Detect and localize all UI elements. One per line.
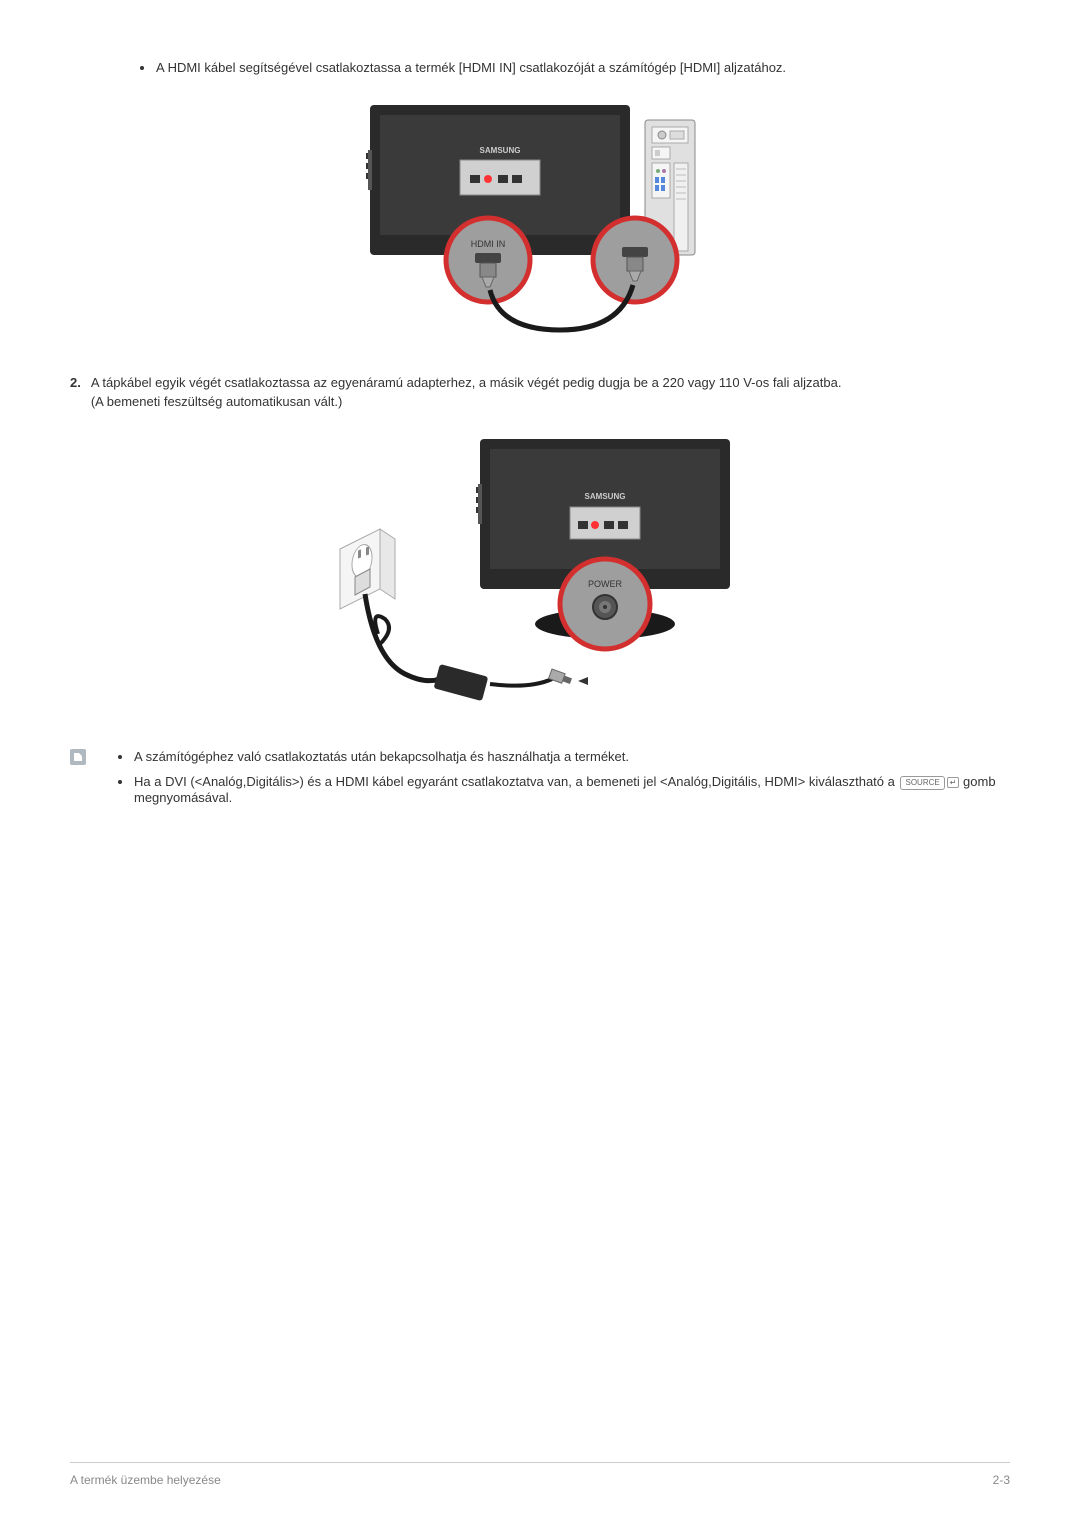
footer-right: 2-3	[993, 1473, 1010, 1487]
note-bullet2-text: Ha a DVI (<Analóg,Digitális>) és a HDMI …	[134, 774, 1010, 805]
bullet-icon	[118, 780, 122, 784]
power-label: POWER	[588, 579, 623, 589]
step2-body: A tápkábel egyik végét csatlakoztassa az…	[91, 375, 842, 409]
diagram2-wrap: SAMSUNG POWER	[70, 429, 1010, 719]
note-bullet1-text: A számítógéphez való csatlakoztatás után…	[134, 749, 629, 764]
diagram1-wrap: SAMSUNG	[70, 95, 1010, 345]
note-content: A számítógéphez való csatlakoztatás után…	[98, 749, 1010, 815]
step2-row: 2. A tápkábel egyik végét csatlakoztassa…	[70, 375, 1010, 409]
step2-note: (A bemeneti feszültség automatikusan vál…	[91, 394, 842, 409]
step2-number: 2.	[70, 375, 81, 390]
document-page: A HDMI kábel segítségével csatlakoztassa…	[0, 0, 1080, 1527]
hdmi-in-label: HDMI IN	[471, 239, 506, 249]
footer-left: A termék üzembe helyezése	[70, 1473, 221, 1487]
bullet-icon	[118, 755, 122, 759]
note-bullet1-row: A számítógéphez való csatlakoztatás után…	[118, 749, 1010, 764]
hdmi-connection-diagram: SAMSUNG	[340, 95, 740, 345]
page-footer: A termék üzembe helyezése 2-3	[70, 1462, 1010, 1487]
note-block: A számítógéphez való csatlakoztatás után…	[70, 749, 1010, 815]
step1-bullet-row: A HDMI kábel segítségével csatlakoztassa…	[140, 60, 1010, 75]
power-connection-diagram: SAMSUNG POWER	[330, 429, 750, 719]
step1-text: A HDMI kábel segítségével csatlakoztassa…	[156, 60, 786, 75]
brand-text: SAMSUNG	[480, 146, 521, 155]
bullet-icon	[140, 66, 144, 70]
step2-text: A tápkábel egyik végét csatlakoztassa az…	[91, 375, 842, 390]
note-icon	[70, 749, 86, 765]
note-bullet2-row: Ha a DVI (<Analóg,Digitális>) és a HDMI …	[118, 774, 1010, 805]
source-button-label: SOURCE	[900, 776, 944, 790]
enter-icon: ↵	[947, 777, 960, 788]
brand-text2: SAMSUNG	[585, 492, 626, 501]
